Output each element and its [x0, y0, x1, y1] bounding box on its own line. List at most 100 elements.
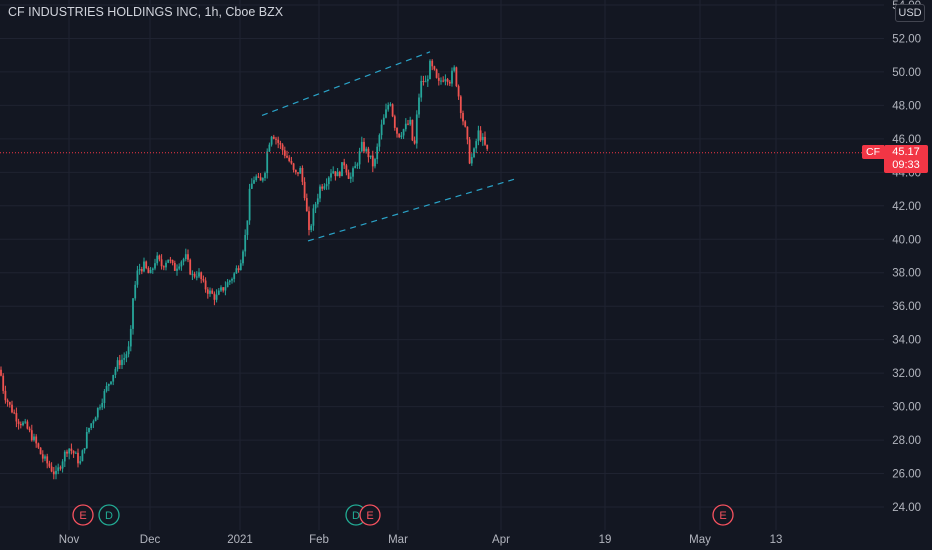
candle-body [189, 259, 192, 275]
candle-body [486, 144, 489, 149]
candle-body [206, 289, 209, 294]
candle-body [294, 169, 297, 173]
dividend-event-marker [98, 504, 120, 526]
candle-body [316, 198, 319, 205]
last-price-label: 45.17 09:33 [884, 145, 928, 173]
y-tick-label: 34.00 [892, 335, 921, 347]
candle-body [136, 270, 139, 285]
candle-body [224, 287, 227, 291]
candle-body [158, 255, 161, 260]
candle-body [184, 254, 187, 260]
candle-body [96, 407, 99, 418]
y-tick-label: 42.00 [892, 201, 921, 213]
candle-body [17, 421, 20, 424]
earnings-event-label: E [79, 510, 86, 522]
candle-body [171, 260, 174, 263]
candle-body [464, 121, 467, 127]
candle-body [446, 79, 449, 82]
candle-body [433, 66, 436, 70]
candle-body [292, 163, 295, 170]
candle-body [68, 448, 71, 454]
dividend-event-label: D [352, 510, 360, 522]
candle-body [393, 116, 396, 128]
candle-body [19, 423, 22, 426]
candle-body [312, 208, 315, 226]
x-tick-label: Dec [140, 534, 161, 546]
candle-body [440, 80, 442, 82]
candle-body [455, 67, 458, 87]
candle-body [8, 402, 11, 405]
candle-body [305, 198, 308, 212]
y-tick-label: 28.00 [892, 435, 921, 447]
candle-body [169, 259, 172, 261]
candle-body [200, 272, 203, 280]
candle-body [283, 150, 286, 156]
candle-body [35, 436, 38, 444]
candle-body [187, 254, 189, 260]
candle-body [4, 390, 7, 401]
candle-body [453, 67, 456, 71]
candle-body [37, 443, 40, 448]
candle-body [85, 432, 88, 449]
candle-body [347, 172, 350, 179]
candle-body [415, 114, 418, 144]
candle-body [66, 451, 68, 454]
candle-body [125, 354, 128, 359]
candle-body [343, 162, 346, 166]
candle-body [279, 142, 282, 145]
candle-body [202, 279, 205, 281]
candle-body [374, 159, 376, 167]
candle-body [2, 375, 5, 391]
candle-body [369, 155, 372, 158]
candle-body [259, 177, 262, 181]
candle-body [253, 180, 255, 184]
candle-body [167, 259, 170, 263]
candle-body [310, 225, 313, 230]
y-tick-label: 24.00 [892, 502, 921, 514]
candle-body [288, 157, 291, 161]
candle-body [129, 328, 132, 347]
candle-body [365, 148, 368, 152]
candle-body [41, 454, 44, 459]
candle-body [275, 138, 277, 140]
currency-button[interactable]: USD [895, 4, 925, 22]
candle-body [11, 404, 13, 413]
candle-body [52, 471, 55, 475]
candle-body [44, 456, 46, 459]
candle-body [30, 430, 33, 441]
y-tick-label: 26.00 [892, 469, 921, 481]
x-tick-label: 2021 [227, 534, 253, 546]
candle-body [211, 290, 214, 294]
candle-body [15, 413, 18, 422]
candle-body [398, 133, 401, 138]
candle-body [204, 280, 207, 290]
channel-trend-line [307, 178, 516, 242]
candle-body [477, 130, 480, 142]
candle-body [61, 461, 64, 469]
candle-body [92, 421, 95, 424]
candle-body [261, 177, 264, 181]
x-tick-label: Apr [492, 534, 510, 546]
candle-body [378, 135, 381, 147]
candle-body [352, 168, 354, 177]
candle-body [270, 136, 273, 145]
candle-body [319, 186, 321, 199]
x-tick-label: 19 [599, 534, 612, 546]
candle-body [235, 268, 238, 274]
candle-body [250, 183, 253, 189]
candle-body [239, 263, 242, 271]
candle-body [367, 148, 370, 158]
candle-body [220, 287, 222, 291]
earnings-event-label: E [719, 510, 726, 522]
candle-body [198, 272, 200, 277]
candle-body [209, 290, 211, 294]
candle-body [442, 80, 445, 82]
candle-body [341, 162, 343, 177]
candle-body [195, 276, 198, 278]
earnings-event-marker [72, 504, 94, 526]
candle-body [105, 385, 108, 392]
candle-body [308, 211, 310, 230]
candle-body [246, 220, 249, 236]
